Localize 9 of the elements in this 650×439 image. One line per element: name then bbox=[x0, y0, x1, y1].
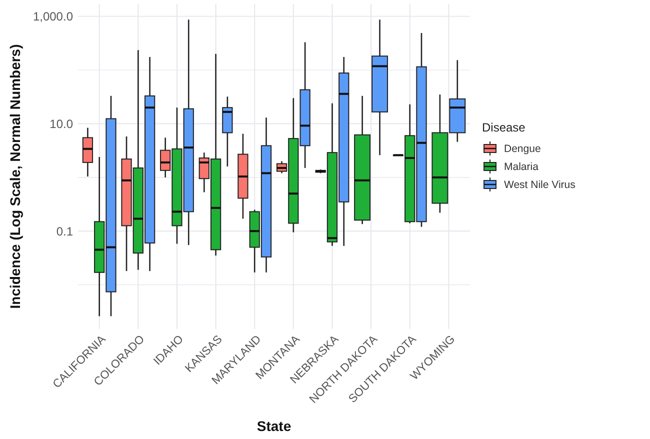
y-tick-label: 1,000.0 bbox=[32, 10, 74, 24]
legend-label: Malaria bbox=[504, 161, 539, 174]
legend-label: Dengue bbox=[504, 143, 541, 156]
y-tick-label: 0.1 bbox=[56, 224, 74, 238]
legend-label: West Nile Virus bbox=[504, 179, 576, 192]
legend-title: Disease bbox=[482, 120, 526, 134]
x-axis-title: State bbox=[256, 418, 292, 434]
y-axis-title: Incidence (Log Scale, Normal Numbers) bbox=[7, 44, 23, 309]
y-tick-label: 10.0 bbox=[50, 116, 74, 131]
